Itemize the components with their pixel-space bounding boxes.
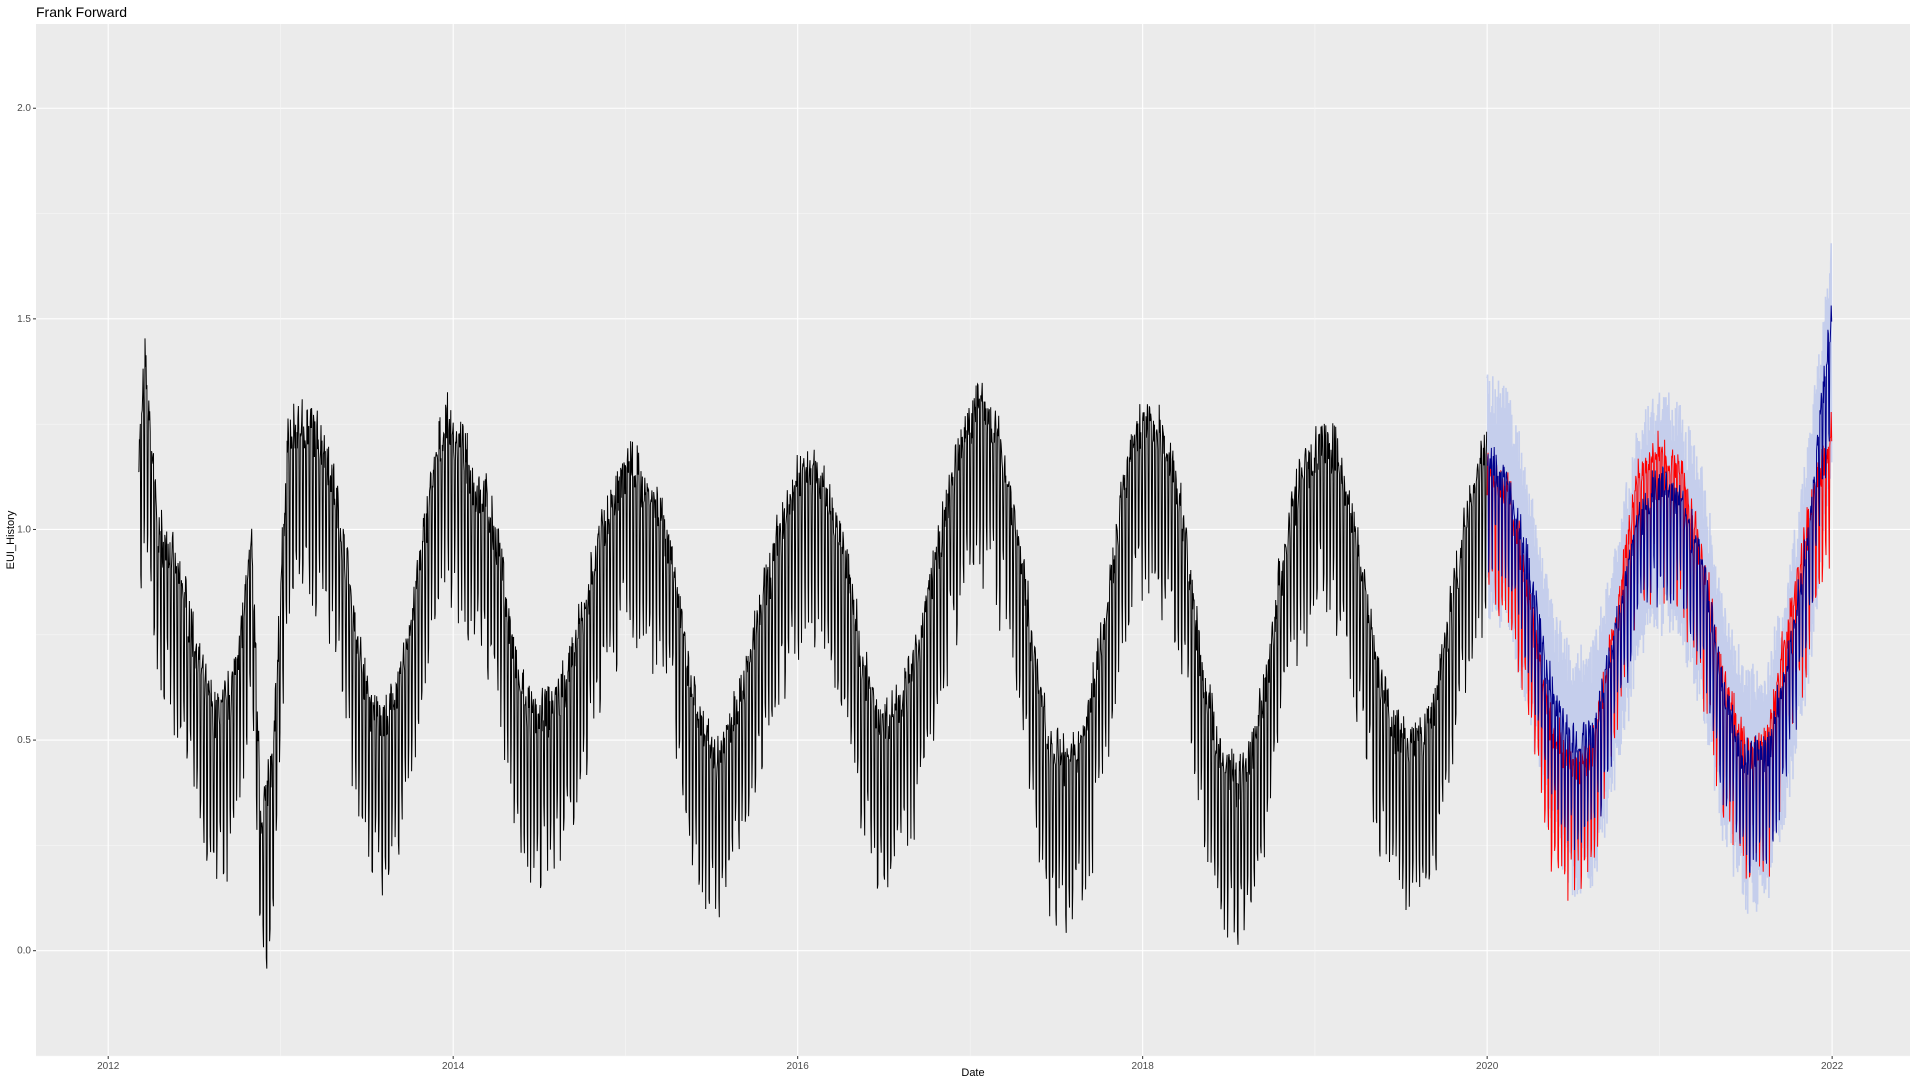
y-axis-title: EUI_History [5,510,17,569]
series-history [138,338,1488,969]
series-forecast [1486,305,1833,874]
y-tick-label: 1.0 [17,524,31,535]
x-tick-label: 2020 [1476,1061,1499,1072]
series-actual [1486,411,1833,901]
x-tick-label: 2022 [1821,1061,1844,1072]
y-tick-label: 2.0 [17,103,31,114]
y-tick-label: 0.5 [17,735,31,746]
series-layer [138,243,1833,969]
y-tick-label: 1.5 [17,314,31,325]
y-tick-label: 0.0 [17,946,31,957]
x-tick-label: 2018 [1132,1061,1155,1072]
x-axis: 2012 2014 2016 2018 2020 2022 [97,1056,1844,1072]
chart-title: Frank Forward [36,4,127,20]
x-tick-label: 2014 [442,1061,465,1072]
y-axis: 0.0 0.5 1.0 1.5 2.0 [17,103,36,957]
x-tick-label: 2016 [787,1061,810,1072]
x-axis-title: Date [961,1067,984,1079]
x-tick-label: 2012 [97,1061,120,1072]
series-forecast-interval [1486,243,1833,914]
